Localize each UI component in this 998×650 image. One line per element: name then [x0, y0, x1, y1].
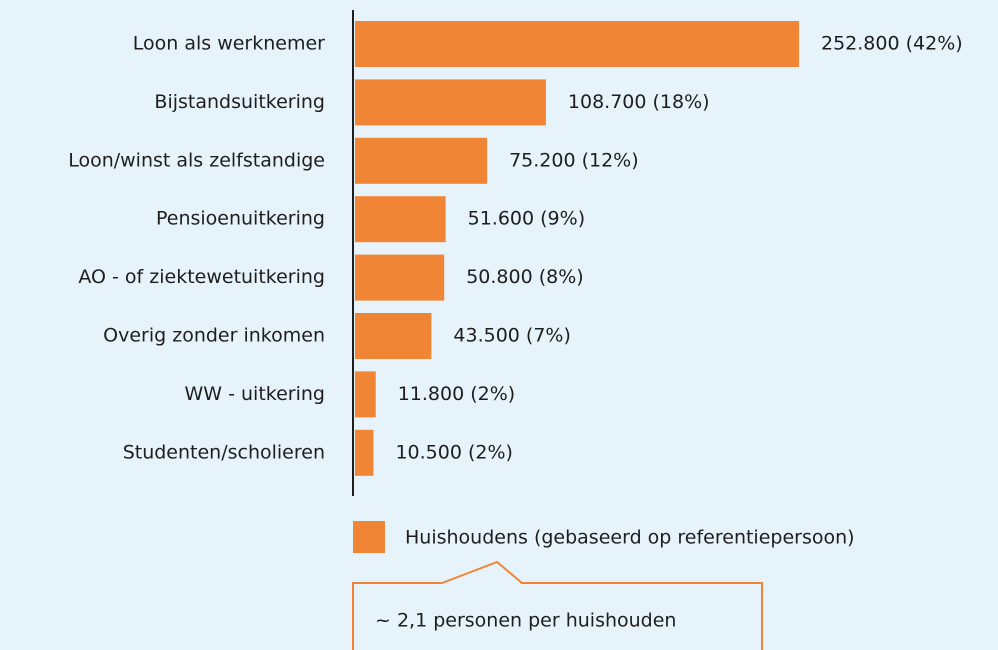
value-label: 50.800 (8%): [466, 266, 584, 288]
category-label: Loon/winst als zelfstandige: [68, 149, 325, 171]
bar: [355, 21, 799, 67]
category-label: Overig zonder inkomen: [103, 325, 325, 347]
legend-swatch: [353, 521, 385, 553]
bar: [355, 254, 445, 301]
legend-label: Huishoudens (gebaseerd op referentiepers…: [405, 527, 855, 549]
bar: [355, 137, 488, 184]
value-label: 51.600 (9%): [468, 208, 586, 230]
value-label: 43.500 (7%): [453, 325, 571, 347]
bar: [355, 196, 446, 243]
value-label: 10.500 (2%): [395, 441, 513, 463]
category-label: AO - of ziektewetuitkering: [78, 266, 325, 288]
value-label: 252.800 (42%): [821, 33, 963, 55]
value-label: 108.700 (18%): [568, 91, 710, 113]
category-label: Loon als werknemer: [133, 33, 325, 55]
value-label: 75.200 (12%): [509, 149, 639, 171]
callout-box: [352, 560, 763, 650]
category-label: Pensioenuitkering: [156, 208, 325, 230]
bar: [355, 79, 546, 126]
bar: [355, 429, 374, 476]
annotation: ~ 2,1 personen per huishouden: [375, 610, 676, 632]
bar: [355, 371, 376, 418]
bar: [355, 313, 432, 359]
value-label: 11.800 (2%): [398, 383, 516, 405]
category-label: Studenten/scholieren: [123, 441, 325, 463]
category-label: Bijstandsuitkering: [154, 91, 325, 113]
category-label: WW - uitkering: [185, 383, 326, 405]
